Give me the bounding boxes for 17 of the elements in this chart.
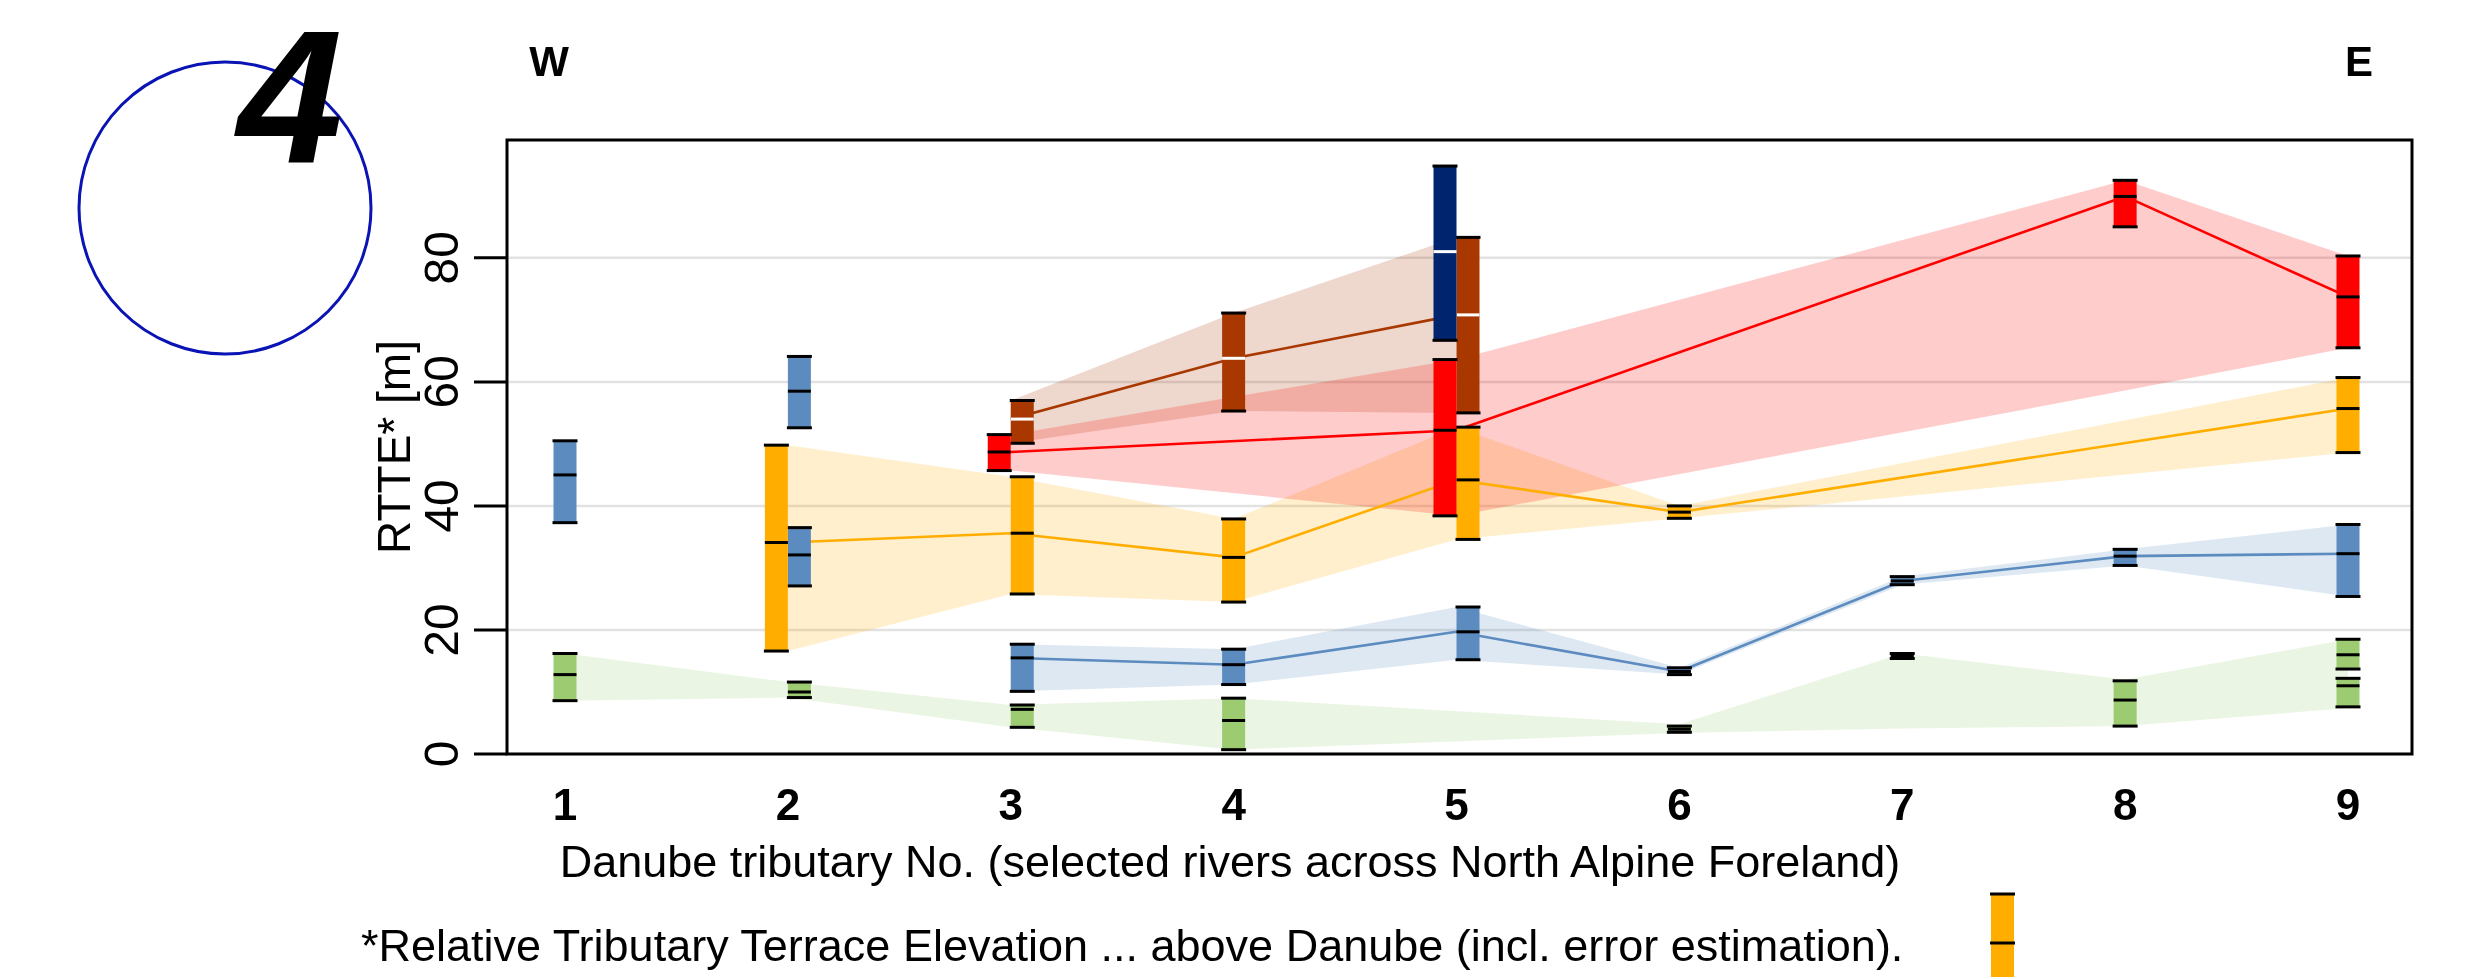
x-axis-title: Danube tributary No. (selected rivers across North Alpine Foreland) [559,836,1901,887]
y-tick-label: 40 [415,479,468,533]
x-tick-label: 6 [1667,780,1692,829]
text: W [529,38,570,85]
x-tick-label: 8 [2112,780,2138,829]
text: E [2344,38,2374,85]
x-tick-label: 1 [552,780,578,829]
x-tick-label: 3 [998,780,1023,829]
x-tick-label: 4 [1221,780,1247,829]
x-tick-label: 7 [1890,780,1915,829]
y-tick-label: 80 [415,231,468,285]
y-tick-label: 0 [415,740,468,768]
y-tick-label: 20 [415,603,468,657]
x-tick-label: 2 [775,780,801,829]
text: *Relative Tributary Terrace Elevation ... above Danube (incl. error estimation). [361,920,1904,971]
x-tick-label: 5 [1444,780,1469,829]
x-tick-label: 9 [2335,780,2361,829]
